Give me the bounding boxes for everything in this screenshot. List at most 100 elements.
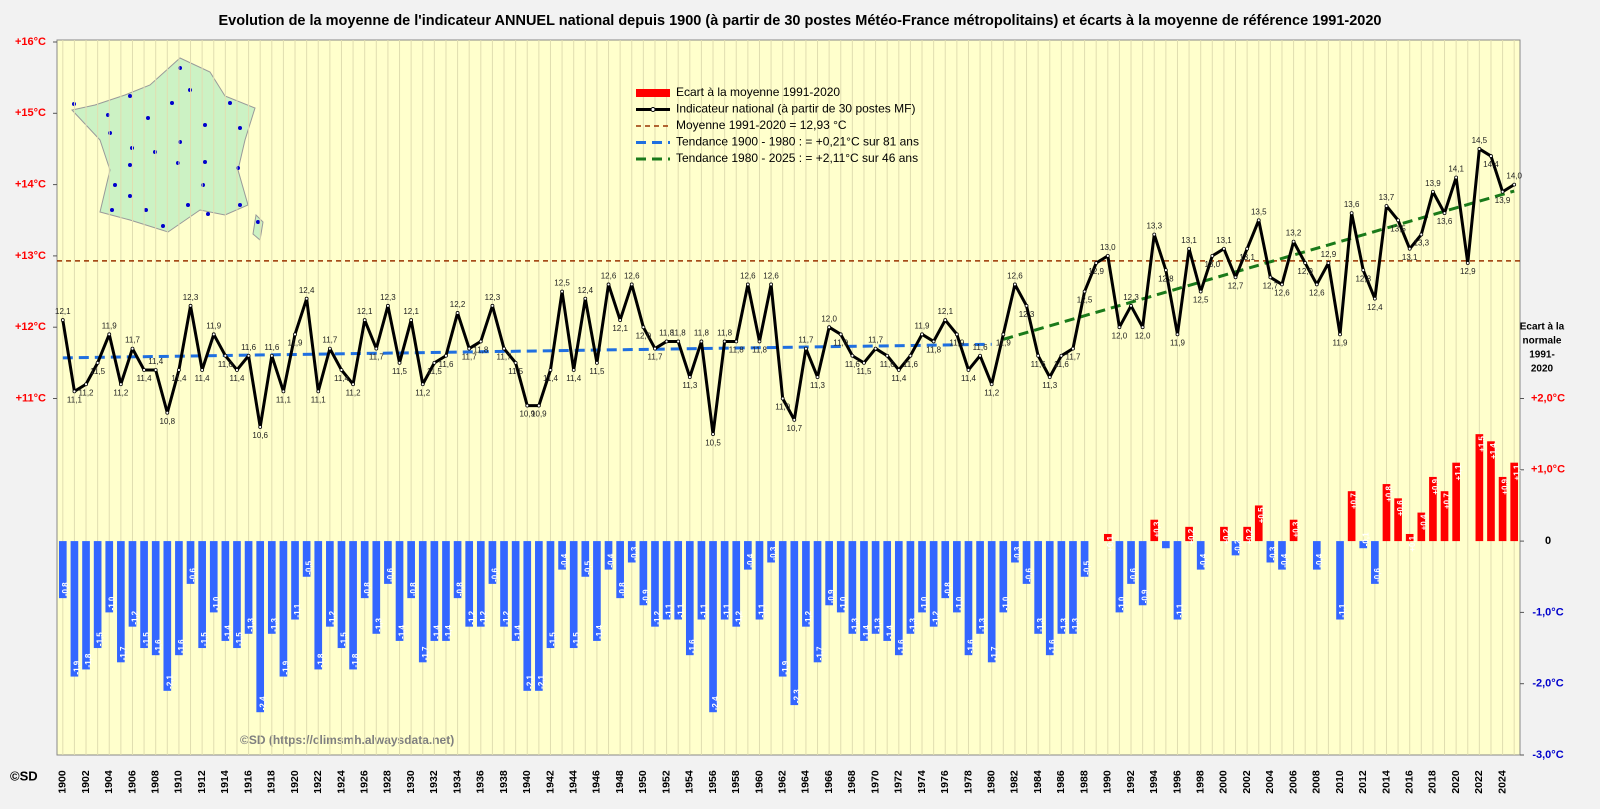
line-marker bbox=[1303, 261, 1308, 265]
bar bbox=[1045, 541, 1054, 656]
x-tick-label: 1942 bbox=[544, 770, 556, 794]
x-tick-label: 1984 bbox=[1032, 770, 1044, 794]
line-marker bbox=[1071, 346, 1075, 351]
bar-label: -2,1 bbox=[525, 674, 534, 688]
x-tick-label: 1980 bbox=[985, 770, 997, 794]
bar bbox=[1022, 541, 1031, 584]
line-marker bbox=[1094, 261, 1099, 265]
corner-credit: ©SD bbox=[10, 768, 38, 783]
data-label: 11,1 bbox=[67, 395, 83, 404]
bar bbox=[685, 541, 694, 656]
line-marker bbox=[931, 339, 936, 344]
legend-marker bbox=[650, 107, 656, 112]
line-marker bbox=[502, 346, 506, 351]
bar-label: -1,3 bbox=[270, 617, 279, 631]
bar bbox=[1185, 526, 1193, 542]
bar bbox=[384, 541, 392, 584]
legend-label: Tendance 1980 - 2025 : = +2,11°C sur 46 … bbox=[676, 151, 918, 165]
bar-label: -1,0 bbox=[955, 596, 964, 610]
bar-label: -1,1 bbox=[1176, 603, 1185, 617]
line-marker bbox=[1419, 232, 1424, 237]
bar-label: -1,5 bbox=[235, 632, 244, 646]
credit: ©SD (https://climsmh.alwaysdata.net) bbox=[240, 733, 454, 747]
data-label: 12,6 bbox=[763, 272, 779, 281]
bar-label: -1,3 bbox=[850, 617, 859, 631]
line-marker bbox=[989, 382, 994, 387]
bar-label: -1,0 bbox=[1001, 596, 1010, 610]
bar bbox=[1196, 541, 1205, 570]
bar-label: -1,2 bbox=[467, 610, 476, 624]
x-tick-label: 1990 bbox=[1102, 770, 1114, 794]
bar-label: +0,3 bbox=[1292, 521, 1301, 537]
bar bbox=[604, 541, 613, 570]
bar bbox=[1289, 519, 1298, 542]
x-tick-label: 2002 bbox=[1241, 770, 1253, 794]
bar bbox=[709, 541, 717, 713]
x-tick-label: 1938 bbox=[498, 770, 510, 794]
data-label: 11,8 bbox=[659, 329, 675, 338]
bar-label: +1,5 bbox=[1477, 436, 1486, 452]
bar bbox=[175, 541, 183, 656]
line-marker bbox=[362, 318, 367, 322]
bar bbox=[349, 541, 357, 670]
bar bbox=[697, 541, 706, 620]
bar-label: -0,6 bbox=[1025, 568, 1034, 582]
x-tick-label: 1944 bbox=[567, 770, 579, 794]
line-marker bbox=[118, 382, 123, 387]
bar-label: -0,6 bbox=[491, 568, 500, 582]
bar bbox=[1475, 434, 1484, 542]
plot-area bbox=[56, 39, 1521, 756]
bar bbox=[500, 541, 508, 627]
bar-label: -0,4 bbox=[1280, 553, 1289, 567]
x-tick-label: 1994 bbox=[1148, 770, 1160, 794]
line-marker bbox=[676, 339, 681, 344]
data-label: 13,9 bbox=[1495, 196, 1511, 205]
line-marker bbox=[1268, 275, 1273, 280]
line-marker bbox=[850, 353, 855, 358]
data-label: 14,4 bbox=[1483, 160, 1499, 169]
data-label: 13,1 bbox=[1239, 253, 1255, 262]
bar bbox=[1452, 462, 1460, 542]
line-marker bbox=[397, 360, 402, 365]
bar bbox=[1336, 541, 1344, 620]
x-tick-label: 2000 bbox=[1218, 770, 1230, 794]
bar-label: +1,1 bbox=[1454, 464, 1463, 480]
bar-label: -2,1 bbox=[165, 674, 174, 688]
y2-tick-label: -1,0°C bbox=[1532, 606, 1563, 618]
bar-label: -1,6 bbox=[177, 639, 186, 653]
bar-label: -1,5 bbox=[572, 632, 581, 646]
x-tick-label: 1934 bbox=[451, 770, 463, 794]
bar bbox=[1138, 541, 1147, 606]
bar bbox=[244, 541, 253, 634]
line-marker bbox=[525, 403, 530, 408]
line-marker bbox=[1384, 204, 1389, 208]
line-marker bbox=[223, 353, 228, 358]
line-marker bbox=[908, 353, 913, 358]
data-label: 12,8 bbox=[1158, 274, 1174, 283]
data-label: 12,6 bbox=[1274, 289, 1290, 298]
data-label: 12,3 bbox=[1019, 310, 1035, 319]
data-label: 11,4 bbox=[543, 374, 559, 383]
bar bbox=[871, 541, 880, 634]
bar bbox=[105, 541, 114, 613]
line-marker bbox=[560, 289, 564, 294]
line-marker bbox=[246, 353, 251, 358]
bar-label: -1,5 bbox=[96, 632, 105, 646]
bar-label: -1,8 bbox=[351, 653, 360, 667]
x-tick-label: 2016 bbox=[1403, 770, 1415, 794]
line-marker bbox=[1059, 353, 1064, 358]
x-tick-label: 1912 bbox=[196, 770, 208, 794]
x-tick-label: 1914 bbox=[219, 770, 231, 794]
bar bbox=[953, 541, 961, 613]
bar bbox=[1278, 541, 1286, 570]
line-marker bbox=[432, 360, 437, 365]
bar-label: -1,5 bbox=[200, 632, 209, 646]
line-marker bbox=[409, 318, 414, 322]
bar-label: -1,3 bbox=[874, 617, 883, 631]
bar bbox=[1220, 526, 1228, 542]
y2-axis-title: normale bbox=[1523, 336, 1562, 347]
data-label: 11,1 bbox=[276, 395, 292, 404]
y-tick-label: +11°C bbox=[16, 392, 46, 404]
bar-label: -0,5 bbox=[583, 560, 592, 574]
bar-label: -0,5 bbox=[305, 560, 314, 574]
